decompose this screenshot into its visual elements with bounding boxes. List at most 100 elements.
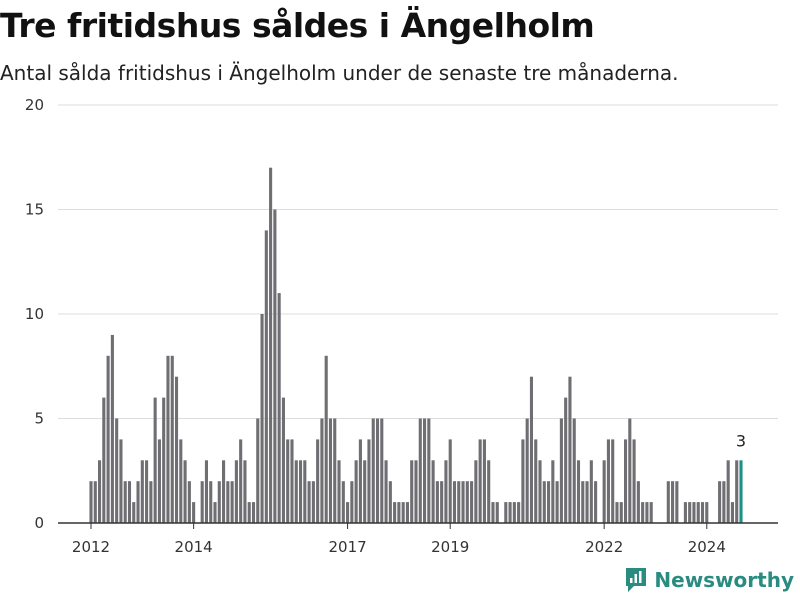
bar [269, 167, 273, 523]
bar [192, 502, 196, 523]
bar [576, 460, 581, 523]
x-tick-label: 2017 [328, 538, 366, 556]
bar [89, 481, 93, 523]
bar [632, 439, 636, 523]
data-labels: 3 [736, 431, 746, 450]
bar [508, 502, 512, 523]
bar [341, 481, 345, 523]
bar [174, 376, 179, 523]
bar [110, 334, 114, 523]
bar [209, 481, 213, 523]
bar [294, 460, 298, 523]
bar [594, 481, 598, 523]
bar [619, 502, 623, 523]
chart-title: Tre fritidshus såldes i Ängelholm [0, 6, 595, 45]
bar [333, 418, 337, 523]
y-tick-label: 15 [25, 201, 44, 219]
bar [440, 481, 444, 523]
bar [397, 502, 401, 523]
bar [102, 397, 106, 523]
brand-name: Newsworthy [654, 568, 794, 592]
bar [636, 481, 640, 523]
bar [405, 502, 409, 523]
bar [384, 460, 388, 523]
bar [611, 439, 615, 523]
y-tick-label: 5 [34, 410, 44, 428]
bar [683, 502, 687, 523]
bar [298, 460, 303, 523]
bar [145, 460, 149, 523]
bar [551, 460, 555, 523]
bar [726, 460, 730, 523]
bar [410, 460, 414, 523]
bar [688, 502, 692, 523]
bar [542, 481, 546, 523]
bar [692, 502, 696, 523]
bar [623, 439, 628, 523]
bar [718, 481, 722, 523]
bar [495, 502, 499, 523]
bar [264, 230, 268, 523]
bar [324, 355, 328, 523]
newsworthy-logo-icon [626, 568, 647, 592]
bar [628, 418, 632, 523]
bar [435, 481, 439, 523]
bar [572, 418, 576, 523]
bar [525, 418, 529, 523]
bar [423, 418, 427, 523]
bar [166, 355, 170, 523]
bar [529, 376, 534, 523]
bar [671, 481, 675, 523]
bar [512, 502, 516, 523]
bar [93, 481, 97, 523]
bar [132, 502, 136, 523]
bar [700, 502, 705, 523]
bar [401, 502, 405, 523]
bar [602, 460, 606, 523]
bar [98, 460, 102, 523]
bar [187, 481, 191, 523]
bar [307, 481, 311, 523]
y-tick-label: 0 [34, 514, 44, 532]
bar [127, 481, 132, 523]
bar [183, 460, 187, 523]
bar [517, 502, 521, 523]
bar [696, 502, 700, 523]
bar [217, 481, 221, 523]
bar [204, 460, 209, 523]
chart-subtitle: Antal sålda fritidshus i Ängelholm under… [0, 61, 679, 85]
x-axis: 2012 2014 2017 2019 2022 2024 [58, 522, 778, 556]
bar [371, 418, 375, 523]
bar [427, 418, 431, 523]
bar [200, 481, 204, 523]
bar [149, 481, 153, 523]
bar [393, 502, 397, 523]
bar [375, 418, 380, 523]
bar [277, 293, 281, 523]
bar [431, 460, 435, 523]
bar [106, 355, 110, 523]
bar [286, 439, 290, 523]
bar [418, 418, 422, 523]
bar [722, 481, 726, 523]
bar [380, 418, 384, 523]
bar [290, 439, 294, 523]
bar [222, 460, 226, 523]
bar [136, 481, 140, 523]
gridlines: 0 5 10 15 20 [25, 96, 778, 532]
bar [354, 460, 358, 523]
bar [247, 502, 251, 523]
bar [303, 460, 307, 523]
bar [559, 418, 563, 523]
bar [346, 502, 350, 523]
bar [414, 460, 418, 523]
bar [316, 439, 320, 523]
bar [363, 460, 367, 523]
bar [388, 481, 392, 523]
bar [675, 481, 679, 523]
bar [735, 460, 739, 523]
bar [521, 439, 525, 523]
bar [115, 418, 119, 523]
bar [350, 481, 354, 523]
